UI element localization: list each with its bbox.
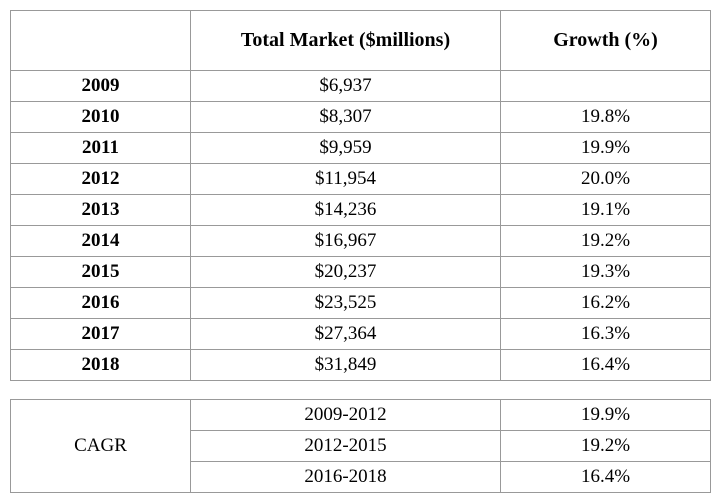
table-row: 2013 $14,236 19.1%: [11, 195, 711, 226]
year-cell: 2018: [11, 350, 191, 381]
year-cell: 2014: [11, 226, 191, 257]
cagr-period-cell: 2016-2018: [191, 462, 501, 493]
market-cell: $9,959: [191, 133, 501, 164]
market-cell: $6,937: [191, 71, 501, 102]
market-table-body: 2009 $6,937 2010 $8,307 19.8% 2011 $9,95…: [11, 71, 711, 381]
growth-cell: [501, 71, 711, 102]
growth-cell: 16.4%: [501, 350, 711, 381]
cagr-table: CAGR 2009-2012 19.9% 2012-2015 19.2% 201…: [10, 399, 711, 493]
cagr-value-cell: 19.9%: [501, 400, 711, 431]
table-row: 2014 $16,967 19.2%: [11, 226, 711, 257]
year-cell: 2017: [11, 319, 191, 350]
market-cell: $31,849: [191, 350, 501, 381]
cagr-period-cell: 2009-2012: [191, 400, 501, 431]
year-cell: 2015: [11, 257, 191, 288]
market-cell: $14,236: [191, 195, 501, 226]
header-growth: Growth (%): [501, 11, 711, 71]
market-cell: $27,364: [191, 319, 501, 350]
year-cell: 2013: [11, 195, 191, 226]
header-row: Total Market ($millions) Growth (%): [11, 11, 711, 71]
market-cell: $11,954: [191, 164, 501, 195]
market-cell: $16,967: [191, 226, 501, 257]
growth-cell: 19.8%: [501, 102, 711, 133]
market-cell: $8,307: [191, 102, 501, 133]
growth-cell: 16.2%: [501, 288, 711, 319]
growth-cell: 19.2%: [501, 226, 711, 257]
market-cell: $23,525: [191, 288, 501, 319]
header-year: [11, 11, 191, 71]
table-row: 2016 $23,525 16.2%: [11, 288, 711, 319]
year-cell: 2016: [11, 288, 191, 319]
market-table: Total Market ($millions) Growth (%) 2009…: [10, 10, 711, 381]
cagr-label-cell: CAGR: [11, 400, 191, 493]
cagr-period-cell: 2012-2015: [191, 431, 501, 462]
cagr-value-cell: 19.2%: [501, 431, 711, 462]
table-row: 2009 $6,937: [11, 71, 711, 102]
cagr-row: CAGR 2009-2012 19.9%: [11, 400, 711, 431]
table-row: 2018 $31,849 16.4%: [11, 350, 711, 381]
table-row: 2011 $9,959 19.9%: [11, 133, 711, 164]
growth-cell: 19.1%: [501, 195, 711, 226]
year-cell: 2010: [11, 102, 191, 133]
table-row: 2017 $27,364 16.3%: [11, 319, 711, 350]
header-market: Total Market ($millions): [191, 11, 501, 71]
growth-cell: 19.3%: [501, 257, 711, 288]
growth-cell: 19.9%: [501, 133, 711, 164]
year-cell: 2009: [11, 71, 191, 102]
year-cell: 2011: [11, 133, 191, 164]
market-cell: $20,237: [191, 257, 501, 288]
table-row: 2010 $8,307 19.8%: [11, 102, 711, 133]
table-row: 2015 $20,237 19.3%: [11, 257, 711, 288]
growth-cell: 20.0%: [501, 164, 711, 195]
year-cell: 2012: [11, 164, 191, 195]
growth-cell: 16.3%: [501, 319, 711, 350]
cagr-value-cell: 16.4%: [501, 462, 711, 493]
table-spacer: [10, 381, 711, 399]
table-row: 2012 $11,954 20.0%: [11, 164, 711, 195]
